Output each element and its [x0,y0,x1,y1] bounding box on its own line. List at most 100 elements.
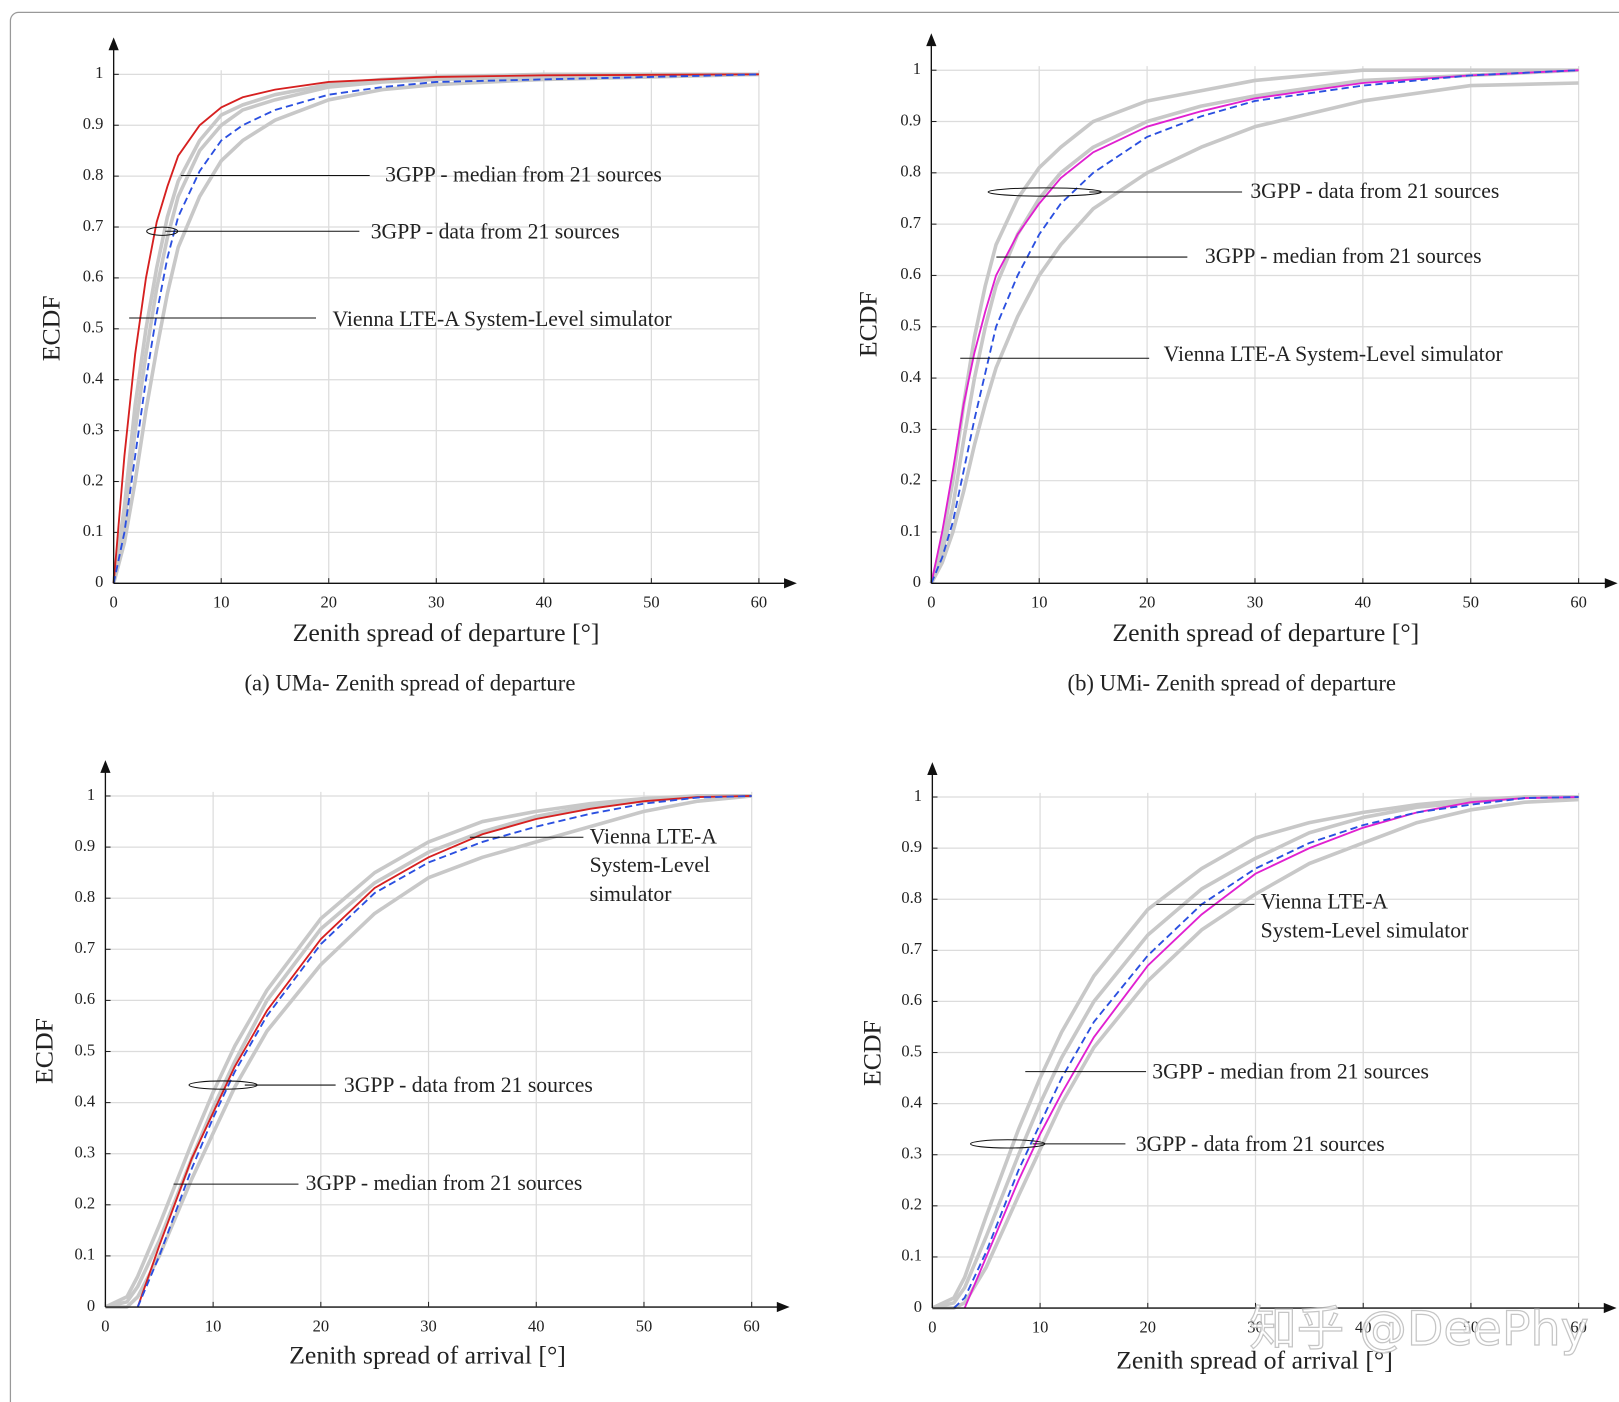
y-tick-label: 0.6 [900,264,921,283]
annotation: Vienna LTE-A System-Level simulator [1261,889,1469,942]
x-axis [931,578,1618,589]
y-tick-label: 0.7 [83,216,104,235]
y-tick-label: 0.6 [74,989,95,1008]
panel: 0 10 20 30 40 50 60 0 0.1 0.2 0.3 0.4 0.5 0.6 0.7 0.8 0.… [37,37,797,696]
x-axis [932,1302,1617,1314]
annotation: 3GPP - median from 21 sources [1205,244,1482,268]
y-tick-label: 0.3 [74,1142,95,1161]
x-tick-label: 20 [1139,593,1156,612]
y-axis-label: ECDF [29,1018,58,1084]
y-tick-label: 0.2 [83,470,104,489]
y-tick-label: 0.6 [83,267,104,286]
x-tick-label: 60 [1570,1317,1587,1336]
x-tick-label: 40 [528,1316,545,1335]
x-tick-label: 30 [1247,593,1264,612]
annotation: 3GPP - data from 21 sources [371,219,620,243]
y-axis [927,762,938,1309]
x-axis-label: Zenith spread of departure [°] [1112,618,1419,647]
x-tick-label: 40 [536,593,553,612]
y-tick-label: 0.1 [901,1246,922,1265]
y-axis-label: ECDF [853,291,882,357]
panel: 0 10 20 30 40 50 60 0 0.1 0.2 0.3 0.4 0.5 0.6 0.7 0.8 0.… [29,760,790,1370]
y-tick-label: 0.8 [83,165,104,184]
y-tick-label: 0.7 [900,213,921,232]
x-tick-label: 50 [1463,593,1480,612]
x-axis-label: Zenith spread of arrival [°] [289,1341,566,1370]
source-line [931,795,1579,1310]
y-tick-label: 1 [913,59,921,78]
y-tick-label: 0.9 [901,837,922,856]
bracket-arc [188,1080,258,1090]
annotation: 3GPP - data from 21 sources [1250,179,1499,203]
y-tick-label: 0.2 [900,469,921,488]
x-axis [113,578,797,589]
sim-line [930,69,1579,584]
y-tick-label: 0.9 [900,110,921,129]
caption: (a) UMa- Zenith spread of departure [244,671,575,696]
y-tick-label: 0.4 [901,1092,922,1111]
median-line [953,796,1579,1309]
y-tick-label: 0.4 [900,367,921,386]
panel: 0 10 20 30 40 50 60 0 0.1 0.2 0.3 0.4 0.5 0.6 0.7 0.8 0.… [853,33,1618,696]
y-tick-label: 0.1 [83,521,104,540]
y-tick-label: 1 [87,785,95,804]
y-tick-label: 0.5 [83,318,104,337]
median-line [112,73,759,584]
x-tick-label: 0 [927,593,935,612]
annotation: 3GPP - data from 21 sources [344,1073,593,1097]
y-axis-label: ECDF [37,295,66,361]
sim-line [112,73,759,584]
y-tick-label: 0.9 [74,836,95,855]
x-tick-label: 50 [643,593,660,612]
source-line [932,797,1579,1310]
y-tick-label: 0.2 [901,1195,922,1214]
source-line [929,68,1579,584]
watermark: 知乎 @DeePhy [1249,1302,1588,1357]
y-tick-label: 0.9 [83,114,104,133]
x-tick-label: 50 [636,1316,653,1335]
median-line [930,69,1579,584]
y-tick-label: 0.3 [901,1144,922,1163]
panel: 0 10 20 30 40 50 60 0 0.1 0.2 0.3 0.4 0.5 0.6 0.7 0.8 0.… [857,762,1617,1375]
annotation: 3GPP - median from 21 sources [385,163,662,187]
sim-line [963,796,1579,1309]
y-tick-label: 1 [914,786,922,805]
bracket-arc [987,187,1103,197]
y-tick-label: 0 [87,1296,95,1315]
annotation: 3GPP - median from 21 sources [1152,1060,1429,1084]
source-line [929,81,1579,585]
annotation: Vienna LTE-A System-Level simulator [590,824,718,906]
source-line [105,794,752,1309]
x-tick-label: 60 [751,593,768,612]
x-tick-label: 10 [205,1316,222,1335]
x-tick-label: 20 [1140,1317,1157,1336]
y-tick-label: 0 [913,572,921,591]
y-tick-label: 0.7 [74,938,95,957]
y-axis-label: ECDF [857,1020,886,1086]
y-tick-label: 0.3 [83,419,104,438]
y-axis [926,33,937,584]
x-tick-label: 10 [1032,1317,1049,1336]
y-tick-label: 0.3 [900,418,921,437]
source-line [931,795,1579,1310]
x-tick-label: 30 [428,593,445,612]
annotation: Vienna LTE-A System-Level simulator [333,307,673,331]
source-line [104,794,752,1309]
x-tick-label: 60 [1570,593,1587,612]
x-tick-label: 40 [1355,593,1372,612]
y-axis [100,760,111,1308]
caption: (b) UMi- Zenith spread of departure [1068,671,1396,696]
sim-line [136,795,752,1308]
y-tick-label: 0.8 [900,162,921,181]
x-tick-label: 50 [1463,1317,1480,1336]
x-tick-label: 30 [1247,1317,1264,1336]
x-tick-label: 60 [743,1316,760,1335]
annotation: Vienna LTE-A System-Level simulator [1164,342,1504,366]
source-line [111,72,759,584]
annotation: 3GPP - median from 21 sources [306,1171,583,1195]
y-tick-label: 0.1 [74,1245,95,1264]
bracket-arc [970,1139,1046,1149]
x-tick-label: 40 [1355,1317,1372,1336]
y-tick-label: 0.1 [900,521,921,540]
